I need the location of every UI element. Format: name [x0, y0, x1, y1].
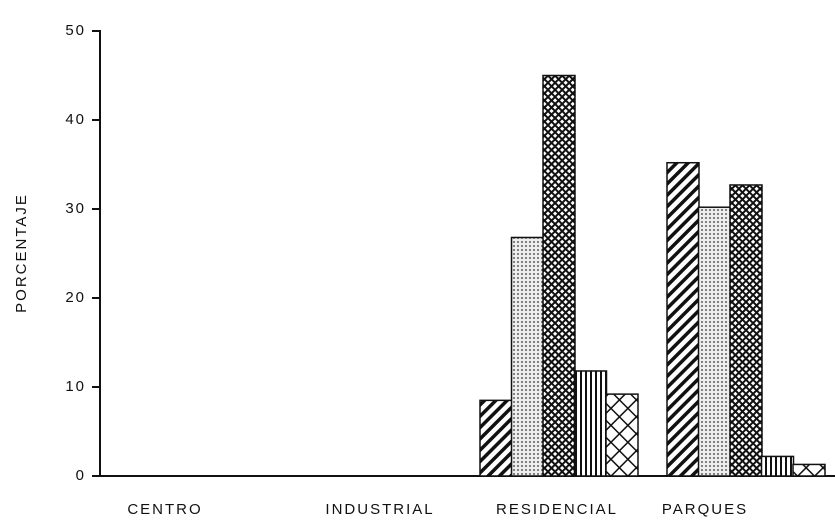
bar: [666, 161, 700, 477]
bar: [729, 184, 763, 477]
bar: [605, 393, 639, 477]
bar: [510, 236, 545, 477]
y-tick-label: 0: [76, 467, 86, 484]
y-tick-label: 30: [65, 200, 86, 217]
y-tick-label: 50: [65, 22, 86, 39]
x-tick-label: RESIDENCIAL: [496, 501, 618, 518]
bar: [479, 399, 513, 477]
bar: [792, 463, 826, 477]
y-axis-label: PORCENTAJE: [13, 193, 30, 313]
bar: [760, 455, 795, 477]
bar: [697, 206, 732, 477]
x-tick-label: CENTRO: [127, 501, 202, 518]
x-tick-label: INDUSTRIAL: [325, 501, 434, 518]
y-tick-label: 40: [65, 111, 86, 128]
bar: [573, 370, 608, 477]
x-tick-label: PARQUES: [662, 501, 748, 518]
y-tick-label: 20: [65, 289, 86, 306]
y-tick-label: 10: [65, 378, 86, 395]
bar: [542, 74, 576, 477]
